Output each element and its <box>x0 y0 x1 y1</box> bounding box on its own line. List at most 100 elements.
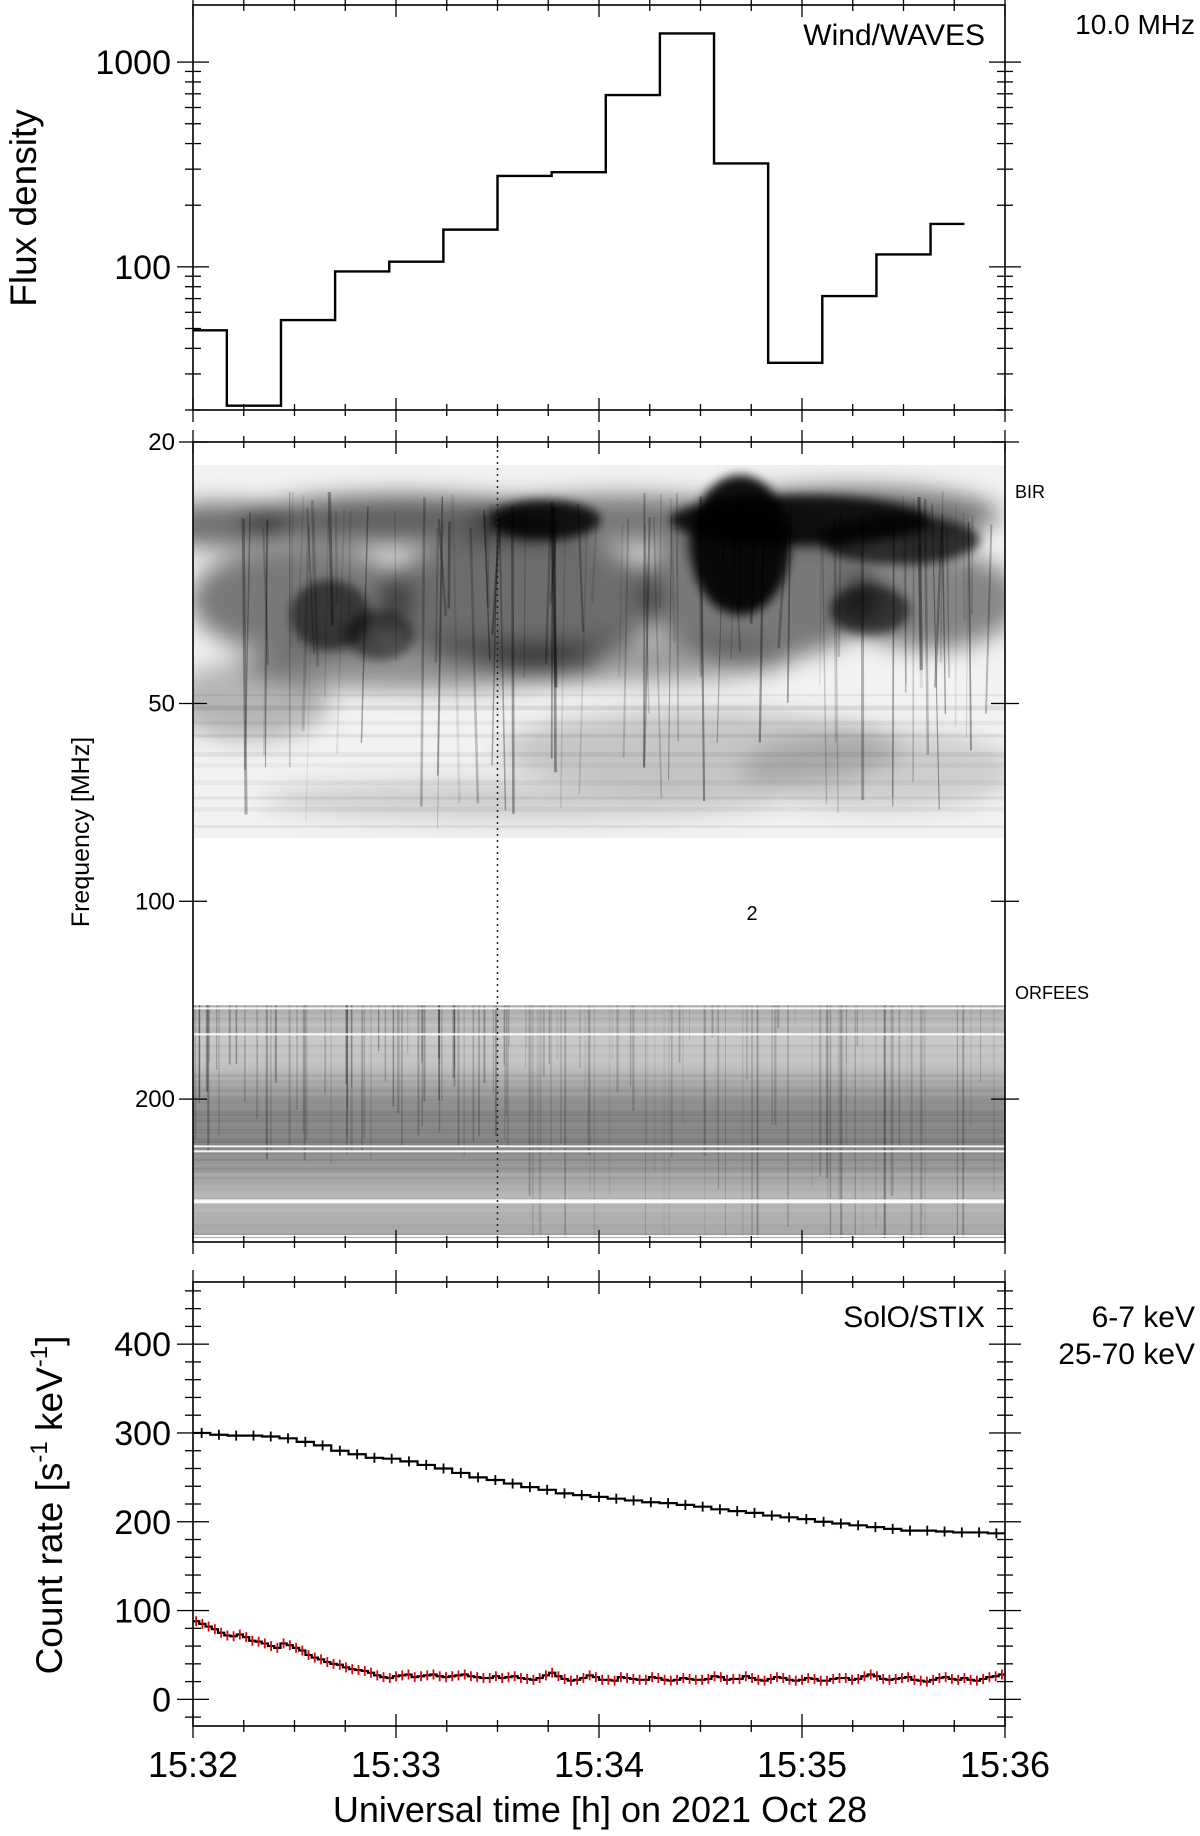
orfees-band <box>193 1206 1005 1210</box>
bir-band <box>193 762 1005 768</box>
bir-burst-streak <box>902 496 907 684</box>
bir-burst-streak <box>434 528 440 663</box>
bir-band <box>193 780 1005 786</box>
stix-ylabel: Count rate [s-1 keV-1] <box>26 1336 70 1675</box>
bir-burst-streak <box>510 506 515 814</box>
orfees-band <box>193 1203 1005 1207</box>
orfees-band <box>193 1209 1005 1213</box>
orfees-band <box>193 1014 1005 1018</box>
time-xtick-label: 15:33 <box>351 1744 441 1785</box>
waves-flux-series <box>193 32 965 407</box>
bir-burst-streak <box>241 518 248 815</box>
orfees-band <box>193 1227 1005 1231</box>
orfees-calibration-line <box>193 1145 1005 1148</box>
stix-ylabel-base: Count rate [s <box>29 1463 70 1675</box>
waves-panel-frame <box>192 4 1006 411</box>
spectrogram-panel: 20 50 100 200 Frequency [MHz] BIR ORFEES 2 <box>67 429 1089 1254</box>
bir-burst-streak <box>578 518 589 795</box>
bir-burst-streak <box>931 503 940 810</box>
spectrogram-ytick-label: 20 <box>148 429 175 456</box>
bir-band <box>193 807 1005 812</box>
bir-burst-streak <box>334 511 339 605</box>
orfees-calibration-line <box>193 1033 1005 1036</box>
bir-burst-streak <box>786 502 792 703</box>
bir-burst-streak <box>731 496 742 653</box>
orfees-band <box>193 1128 1005 1132</box>
bir-burst-streak <box>483 514 491 608</box>
orfees-band <box>193 1197 1005 1201</box>
bir-burst-streak <box>833 518 837 743</box>
bir-emission-blob <box>240 495 560 545</box>
bir-burst-streak <box>451 494 461 803</box>
bir-burst-streak <box>730 522 736 660</box>
bir-burst-streak <box>967 522 972 751</box>
bir-burst-streak <box>436 496 444 776</box>
bir-burst-streak <box>923 498 930 755</box>
bir-intense-blob <box>345 610 415 660</box>
bir-burst-streak <box>738 492 743 609</box>
spectrogram-ytick-label: 50 <box>148 690 175 717</box>
stix-ytick-label: 0 <box>152 1681 171 1719</box>
bir-burst-streak <box>716 508 725 744</box>
orfees-band <box>193 1077 1005 1081</box>
orfees-band <box>193 1212 1005 1216</box>
orfees-band <box>193 1134 1005 1138</box>
bir-burst-streak <box>327 491 334 626</box>
bir-band <box>193 841 1005 843</box>
bir-band <box>193 720 1005 726</box>
orfees-band <box>193 1191 1005 1195</box>
bir-burst-streak <box>310 499 320 667</box>
bir-burst-streak <box>264 518 268 768</box>
orfees-band <box>193 1044 1005 1048</box>
bir-burst-streak <box>819 529 822 686</box>
orfees-band <box>193 1059 1005 1063</box>
orfees-band <box>193 1026 1005 1030</box>
gap-label: 2 <box>746 903 757 925</box>
orfees-band <box>193 1188 1005 1192</box>
bir-burst-streak <box>837 511 843 657</box>
bir-burst-streak <box>553 507 557 773</box>
orfees-band <box>193 1158 1005 1162</box>
waves-y-ticks <box>177 61 1021 411</box>
waves-instrument-label: Wind/WAVES <box>803 19 985 52</box>
bir-burst-streak <box>577 503 585 632</box>
stix-ylabel-end: ] <box>29 1336 70 1346</box>
orfees-band <box>193 1086 1005 1090</box>
orfees-band <box>193 1146 1005 1150</box>
orfees-band <box>193 1038 1005 1042</box>
orfees-band <box>193 1095 1005 1099</box>
bir-spectrogram <box>193 465 1005 843</box>
bir-burst-streak <box>941 514 947 715</box>
bir-burst-streak <box>917 496 923 671</box>
orfees-band <box>193 1056 1005 1060</box>
orfees-band <box>193 1065 1005 1069</box>
bir-burst-streak <box>749 527 756 624</box>
stix-panel: 0 100 200 300 400 15:32 15:33 15:34 15:35 15:36 C… <box>26 1270 1195 1830</box>
stix-ytick-label: 100 <box>114 1593 171 1631</box>
bir-burst-streak <box>659 493 662 609</box>
bir-burst-streak <box>954 503 957 727</box>
waves-y-tick-labels: 100 1000 <box>95 44 171 287</box>
spectrogram-ytick-label: 200 <box>135 1086 175 1113</box>
bir-burst-streak <box>940 491 944 663</box>
orfees-band <box>193 1110 1005 1114</box>
orfees-band <box>193 1170 1005 1174</box>
orfees-band <box>193 1104 1005 1108</box>
stix-series-1-step-line <box>193 1620 1005 1683</box>
stix-ytick-label: 200 <box>114 1504 171 1542</box>
bir-burst-streak <box>590 513 599 603</box>
bir-burst-streak <box>436 521 444 829</box>
orfees-band <box>193 1185 1005 1189</box>
waves-panel: 100 1000 Flux density Wind/WAVES 10.0 MHz <box>3 0 1195 422</box>
bir-burst-streak <box>559 505 567 808</box>
time-axis-label: Universal time [h] on 2021 Oct 28 <box>333 1789 867 1830</box>
bir-intense-blob <box>820 515 980 565</box>
bir-emission-blob <box>193 660 330 740</box>
bir-emission-blob <box>740 730 1005 810</box>
orfees-instrument-label: ORFEES <box>1015 983 1089 1003</box>
stix-series-0-step-line <box>193 1431 1005 1535</box>
bir-burst-streak <box>437 519 447 616</box>
bir-burst-streak <box>698 509 703 677</box>
bir-burst-streak <box>676 493 680 742</box>
orfees-band <box>193 1167 1005 1171</box>
